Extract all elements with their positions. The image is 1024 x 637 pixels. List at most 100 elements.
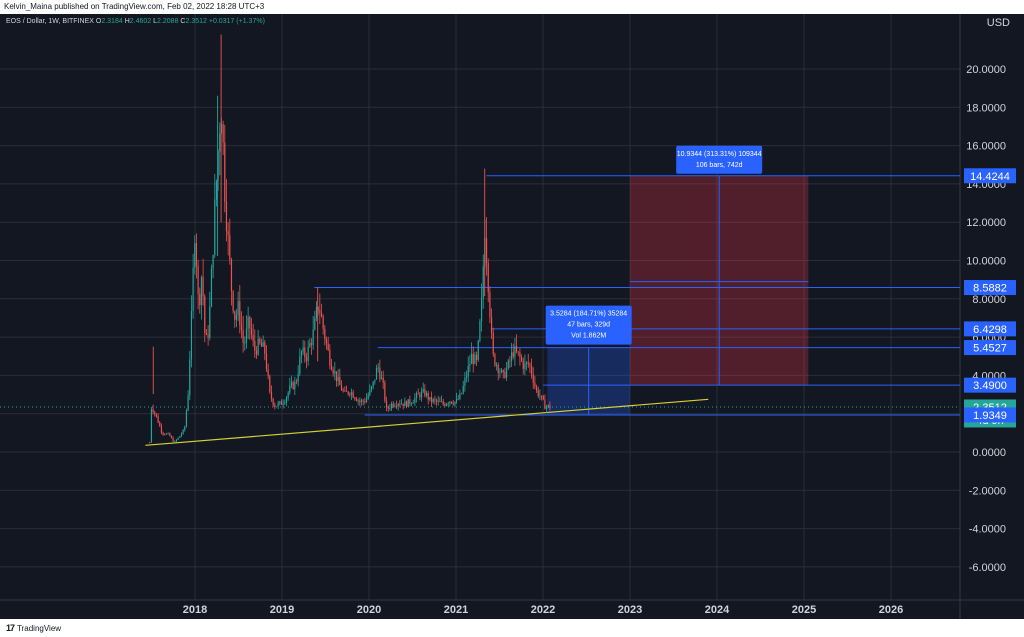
candle-body (344, 390, 346, 392)
candle-body (525, 362, 528, 364)
candle-body (199, 294, 201, 305)
candle-body (547, 404, 549, 407)
candle-body (245, 328, 248, 343)
candle-body (320, 312, 323, 317)
candle-body (435, 400, 438, 402)
candle-body (189, 359, 191, 396)
candle-body (522, 360, 524, 370)
candle-body (252, 334, 254, 342)
candle-body (300, 351, 303, 357)
candle-body (352, 392, 354, 398)
candle-body (482, 266, 484, 299)
candle-body (167, 433, 169, 435)
candle-body (200, 277, 203, 305)
candle-body (364, 401, 366, 403)
candle-body (165, 433, 168, 435)
candle-body (340, 385, 343, 391)
low-label: L (153, 18, 158, 25)
candle-body (544, 399, 546, 410)
candle-body (152, 409, 154, 413)
candle-body (475, 354, 478, 360)
candle-body (297, 373, 299, 382)
support-trendline (145, 398, 709, 446)
candle-body (472, 353, 474, 364)
candle-body (379, 367, 381, 380)
measure-info-red-line: 106 bars, 742d (696, 162, 743, 169)
candle-body (255, 350, 258, 355)
candle-body (179, 436, 181, 438)
chart-area[interactable]: EOS / Dollar, 1W, BITFINEX O2.3184 H2.46… (0, 14, 1024, 619)
candle-body (542, 395, 544, 400)
candle-body (389, 408, 391, 409)
candle-body (187, 395, 189, 411)
level-price-label: 5.4527 (973, 343, 1007, 355)
candle-body (304, 347, 306, 358)
candle-body (535, 386, 538, 391)
candle-body (399, 404, 401, 405)
candle-body (485, 238, 488, 264)
candle-body (507, 360, 509, 369)
candle-body (369, 389, 371, 396)
candle-body (337, 376, 339, 381)
attribution-text: Kelvin_Maina published on TradingView.co… (4, 2, 265, 11)
candle-body (502, 370, 504, 372)
x-tick-label: 2019 (270, 604, 294, 616)
level-price-label: 8.5882 (973, 283, 1007, 295)
candle-body (180, 433, 183, 437)
candle-body (275, 406, 278, 408)
candle-body (442, 401, 444, 405)
candle-body (354, 397, 356, 399)
candle-body (267, 369, 269, 377)
candle-body (467, 365, 469, 377)
candle-body (262, 342, 264, 347)
low-price-label-bg (964, 407, 1016, 423)
candle-body (532, 374, 534, 383)
candle-body (307, 346, 309, 361)
candle-body (284, 402, 286, 404)
x-tick-label: 2026 (879, 604, 903, 616)
x-tick-label: 2018 (183, 604, 207, 616)
candle-body (190, 310, 193, 360)
candle-body (342, 390, 344, 392)
candle-body (227, 231, 229, 236)
candle-body (192, 268, 194, 311)
measure-info-blue-bg (545, 305, 632, 345)
y-tick-label: 16.0000 (966, 141, 1006, 153)
candle-body (425, 393, 428, 396)
tradingview-brand[interactable]: 17 TradingView (6, 623, 61, 633)
level-price-label: 3.4900 (973, 380, 1007, 392)
candle-body (270, 391, 273, 399)
candle-body (534, 382, 536, 387)
x-tick-label: 2024 (705, 604, 730, 616)
y-tick-label: -6.0000 (969, 562, 1006, 574)
candle-body (480, 298, 483, 322)
candle-body (277, 403, 279, 407)
candle-body (492, 332, 494, 355)
candle-body (279, 401, 281, 404)
candle-body (474, 354, 476, 364)
close-label: C (180, 18, 186, 25)
candle-body (260, 342, 263, 347)
candle-body (162, 432, 164, 435)
candle-body (414, 397, 416, 403)
change-value: +0.0317 (+1.37%) (208, 18, 265, 25)
candle-body (282, 403, 284, 405)
candle-body (215, 181, 218, 200)
candle-body (244, 342, 246, 344)
candle-body (464, 378, 466, 386)
price-chart-svg[interactable]: USD20.000018.000016.000014.000012.000010… (0, 14, 1024, 619)
candle-body (440, 401, 443, 403)
candle-body (295, 381, 298, 383)
candle-body (444, 404, 446, 406)
candle-body (289, 385, 291, 393)
candle-body (314, 317, 316, 330)
candle-body (204, 296, 206, 333)
candle-body (315, 307, 318, 318)
candle-body (349, 394, 351, 395)
brand-name: TradingView (17, 623, 62, 633)
candle-body (487, 263, 489, 293)
candle-body (434, 399, 436, 401)
candle-body (232, 291, 234, 312)
candle-body (530, 365, 533, 375)
candle-body (512, 352, 514, 357)
